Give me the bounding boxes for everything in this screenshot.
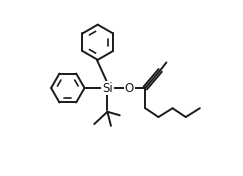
Text: Si: Si (102, 81, 113, 95)
Text: O: O (125, 81, 134, 95)
